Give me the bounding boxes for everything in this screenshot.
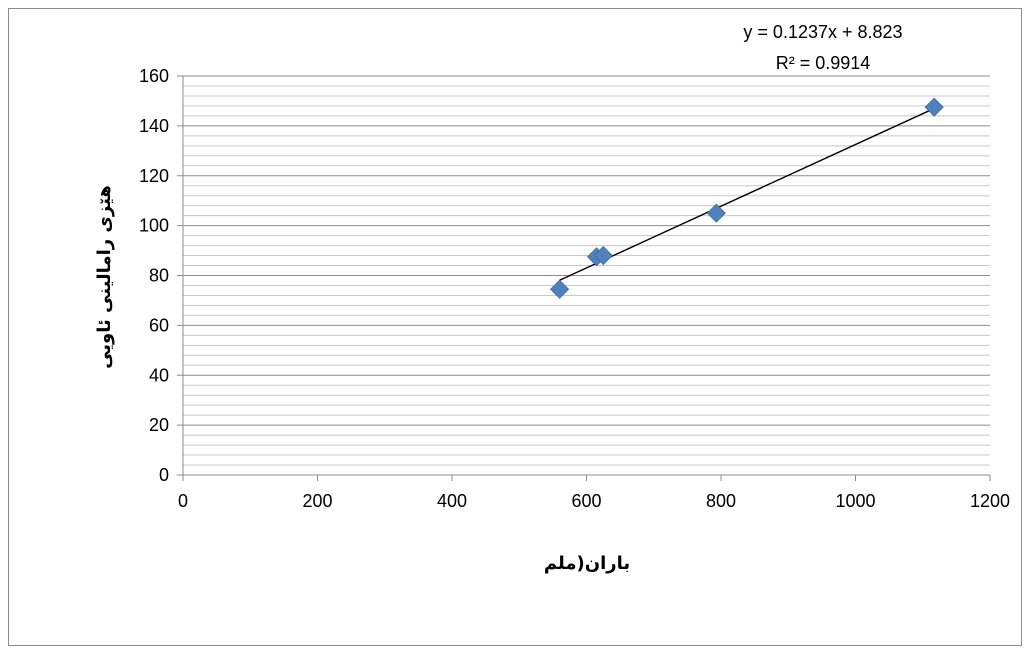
x-tick-label: 800 [706, 491, 736, 511]
data-point [550, 279, 570, 299]
data-point [593, 245, 613, 266]
y-tick-label: 140 [139, 116, 169, 136]
data-point [706, 203, 726, 223]
x-tick-label: 1000 [835, 491, 875, 511]
y-tick-label: 120 [139, 166, 169, 186]
y-axis-title: هێزی رامالینی ئاویی [94, 185, 115, 369]
y-tick-label: 0 [159, 465, 169, 485]
x-axis-title: باران(ملم [544, 553, 630, 574]
data-point [924, 97, 944, 117]
x-tick-label: 1200 [970, 491, 1010, 511]
trendline-line [559, 107, 935, 281]
y-tick-label: 40 [149, 365, 169, 385]
chart-area [8, 8, 1022, 646]
y-tick-label: 160 [139, 66, 169, 86]
y-tick-label: 100 [139, 216, 169, 236]
trendline [559, 107, 935, 281]
y-tick-label: 20 [149, 415, 169, 435]
x-tick-label: 200 [302, 491, 332, 511]
minor-gridlines [183, 85, 990, 466]
trendline-equation: y = 0.1237x + 8.823 [743, 22, 902, 42]
y-tick-label: 80 [149, 266, 169, 286]
x-tick-label: 600 [571, 491, 601, 511]
axes [177, 75, 991, 481]
trendline-r2: R² = 0.9914 [776, 53, 871, 73]
y-tick-labels: 0 20 40 60 80 100 120 140 160 [139, 66, 169, 485]
major-gridlines [183, 75, 990, 426]
data-points [550, 97, 944, 299]
x-tick-label: 0 [178, 491, 188, 511]
x-tick-labels: 0 200 400 600 800 1000 1200 [178, 491, 1010, 511]
x-tick-label: 400 [437, 491, 467, 511]
y-tick-label: 60 [149, 315, 169, 335]
